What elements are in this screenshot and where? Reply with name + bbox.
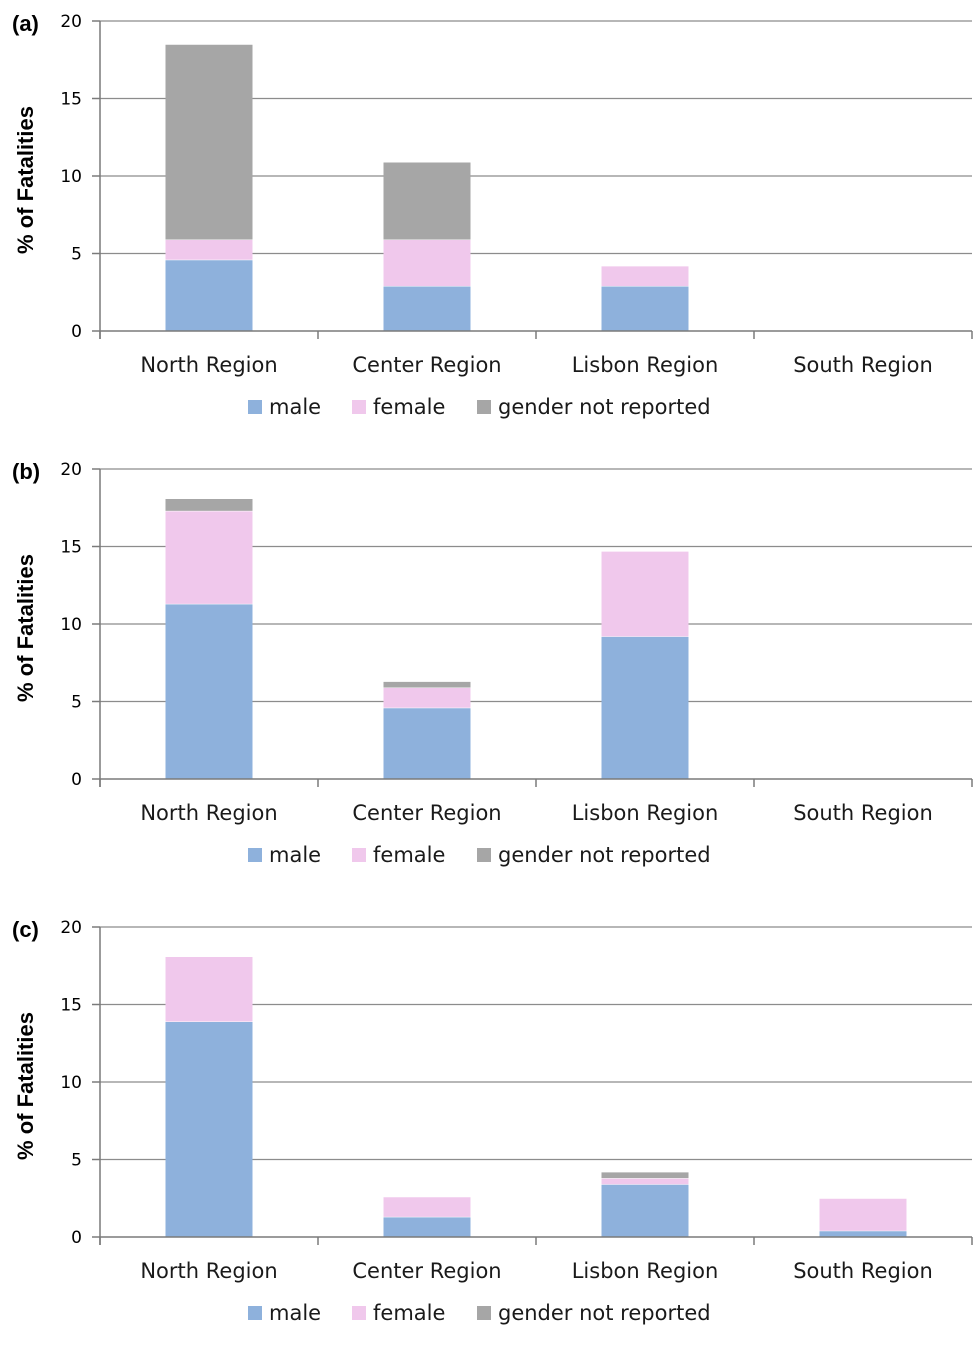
chart-panel-b: 0 5 10 15 20 North Region Center Region Lisbon … <box>0 448 974 896</box>
y-tick-label: 15 <box>60 996 82 1016</box>
bar-gender-not-reported-center-region <box>383 162 471 240</box>
bar-male-center-region <box>383 707 471 779</box>
bar-male-center-region <box>383 1216 471 1237</box>
category-label: Lisbon Region <box>572 801 719 825</box>
y-tick-label: 5 <box>71 245 82 265</box>
y-tick-label: 10 <box>60 167 82 187</box>
category-label: South Region <box>793 801 933 825</box>
legend-label: male <box>269 395 321 419</box>
y-tick-label: 0 <box>71 1228 82 1248</box>
bar-female-lisbon-region <box>601 1178 689 1185</box>
bar-gender-not-reported-north-region <box>165 498 253 511</box>
bar-male-north-region <box>165 1021 253 1237</box>
bar-female-north-region <box>165 239 253 260</box>
legend-label: gender not reported <box>498 1301 711 1325</box>
bar-male-lisbon-region <box>601 1184 689 1237</box>
bar-gender-not-reported-center-region <box>383 681 471 688</box>
panel-label-c: (c) <box>12 917 39 942</box>
category-label: Center Region <box>352 353 501 377</box>
legend-swatch-male <box>248 1306 262 1320</box>
bar-male-north-region <box>165 603 253 779</box>
chart-a-svg: 0 5 10 15 20 North Region Center Region Lisbon … <box>12 11 973 419</box>
bar-female-center-region <box>383 239 471 287</box>
bar-male-lisbon-region <box>601 286 689 331</box>
legend-label: female <box>373 843 445 867</box>
bar-female-center-region <box>383 1196 471 1217</box>
bar-female-center-region <box>383 687 471 708</box>
y-tick-label: 0 <box>71 770 82 790</box>
category-label: Center Region <box>352 1259 501 1283</box>
chart-b-svg: 0 5 10 15 20 North Region Center Region Lisbon … <box>12 459 973 867</box>
category-label: North Region <box>140 1259 277 1283</box>
y-tick-label: 5 <box>71 693 82 713</box>
legend-label: gender not reported <box>498 395 711 419</box>
bar-female-north-region <box>165 510 253 604</box>
y-tick-label: 20 <box>60 918 82 938</box>
legend-swatch-female <box>352 1306 366 1320</box>
y-tick-label: 0 <box>71 322 82 342</box>
bar-female-north-region <box>165 956 253 1022</box>
legend-swatch-female <box>352 848 366 862</box>
panel-label-a: (a) <box>12 11 39 36</box>
category-label: South Region <box>793 353 933 377</box>
legend-label: male <box>269 1301 321 1325</box>
bar-male-lisbon-region <box>601 636 689 779</box>
panel-label-b: (b) <box>12 459 40 484</box>
bar-male-center-region <box>383 286 471 331</box>
legend-label: female <box>373 1301 445 1325</box>
legend-swatch-gender-not-reported <box>477 1306 491 1320</box>
legend-swatch-male <box>248 848 262 862</box>
y-tick-label: 15 <box>60 538 82 558</box>
category-label: Center Region <box>352 801 501 825</box>
chart-panel-a: 0 5 10 15 20 North Region Center Region Lisbon … <box>0 0 974 448</box>
y-tick-label: 15 <box>60 90 82 110</box>
chart-c-svg: 0 5 10 15 20 North Region Center Region Lisbon … <box>12 917 973 1325</box>
y-tick-label: 10 <box>60 615 82 635</box>
bar-male-north-region <box>165 259 253 331</box>
y-axis-label: % of Fatalities <box>13 1012 38 1160</box>
legend-swatch-gender-not-reported <box>477 400 491 414</box>
bar-gender-not-reported-lisbon-region <box>601 1171 689 1179</box>
y-tick-label: 20 <box>60 12 82 32</box>
bar-female-lisbon-region <box>601 265 689 287</box>
category-label: North Region <box>140 353 277 377</box>
y-tick-label: 10 <box>60 1073 82 1093</box>
bar-female-lisbon-region <box>601 551 689 637</box>
category-label: South Region <box>793 1259 933 1283</box>
legend-swatch-female <box>352 400 366 414</box>
legend-label: male <box>269 843 321 867</box>
category-label: North Region <box>140 801 277 825</box>
y-axis-label: % of Fatalities <box>13 554 38 702</box>
legend-label: gender not reported <box>498 843 711 867</box>
bar-male-south-region <box>819 1230 907 1237</box>
category-label: Lisbon Region <box>572 1259 719 1283</box>
bar-gender-not-reported-north-region <box>165 44 253 240</box>
legend-label: female <box>373 395 445 419</box>
y-axis-label: % of Fatalities <box>13 106 38 254</box>
y-tick-label: 5 <box>71 1151 82 1171</box>
bar-female-south-region <box>819 1198 907 1231</box>
chart-panel-c: 0 5 10 15 20 North Region Center Region Lisbon … <box>0 906 974 1354</box>
legend-swatch-male <box>248 400 262 414</box>
category-label: Lisbon Region <box>572 353 719 377</box>
y-tick-label: 20 <box>60 460 82 480</box>
legend-swatch-gender-not-reported <box>477 848 491 862</box>
